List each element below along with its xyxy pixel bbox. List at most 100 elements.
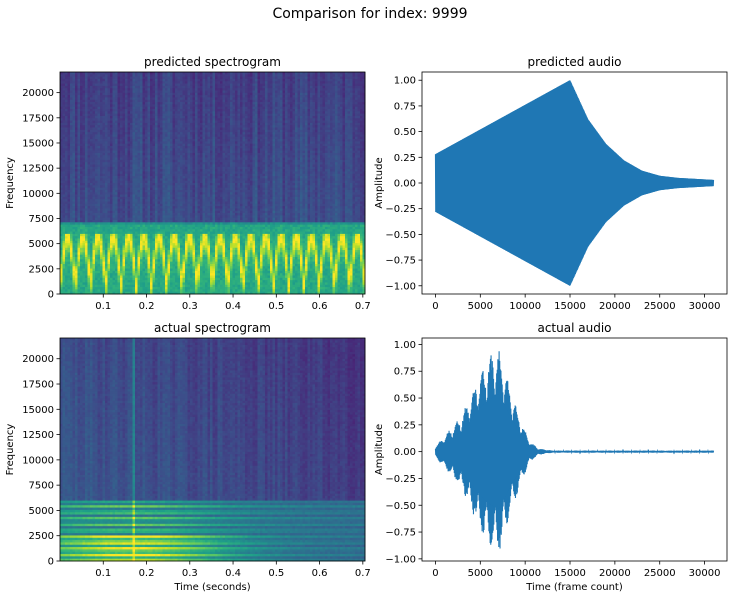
spectrogram-cell: [170, 146, 173, 149]
spectrogram-cell: [72, 148, 76, 152]
spectrogram-cell: [82, 222, 86, 226]
spectrogram-cell: [62, 97, 66, 101]
spectrogram-cell: [155, 122, 158, 126]
spectrogram-cell: [112, 240, 116, 244]
spectrogram-cell: [180, 81, 183, 84]
spectrogram-cell: [125, 240, 128, 244]
spectrogram-cell: [80, 104, 83, 108]
spectrogram-cell: [127, 287, 131, 290]
spectrogram-cell: [162, 113, 166, 117]
spectrogram-cell: [122, 159, 126, 163]
spectrogram-cell: [130, 134, 133, 138]
spectrogram-cell: [152, 111, 156, 115]
spectrogram-cell: [65, 111, 68, 115]
spectrogram-cell: [140, 171, 143, 175]
spectrogram-cell: [122, 240, 126, 244]
spectrogram-cell: [75, 85, 78, 89]
spectrogram-cell: [72, 178, 76, 182]
spectrogram-cell: [105, 233, 108, 237]
spectrogram-cell: [160, 291, 163, 295]
spectrogram-cell: [65, 115, 68, 119]
spectrogram-cell: [170, 139, 173, 142]
spectrogram-cell: [157, 268, 161, 272]
spectrogram-cell: [90, 102, 93, 105]
spectrogram-cell: [110, 127, 113, 131]
spectrogram-cell: [155, 127, 158, 131]
spectrogram-cell: [117, 97, 121, 101]
spectrogram-cell: [150, 259, 153, 263]
spectrogram-cell: [65, 194, 68, 198]
spectrogram-cell: [100, 183, 103, 186]
spectrogram-cell: [97, 282, 101, 286]
spectrogram-cell: [125, 187, 128, 191]
spectrogram-cell: [82, 266, 86, 269]
spectrogram-cell: [175, 259, 178, 263]
spectrogram-cell: [80, 150, 83, 154]
spectrogram-cell: [117, 217, 121, 221]
spectrogram-cell: [152, 263, 156, 267]
spectrogram-cell: [77, 183, 81, 186]
spectrogram-cell: [60, 229, 63, 232]
spectrogram-cell: [67, 74, 71, 78]
spectrogram-cell: [160, 76, 163, 80]
spectrogram-cell: [75, 90, 78, 94]
spectrogram-cell: [157, 132, 161, 135]
spectrogram-cell: [167, 254, 171, 258]
spectrogram-cell: [132, 192, 136, 195]
spectrogram-cell: [62, 189, 66, 193]
spectrogram-cell: [162, 222, 166, 226]
spectrogram-cell: [147, 245, 151, 249]
spectrogram-cell: [187, 139, 191, 142]
spectrogram-cell: [97, 203, 101, 207]
spectrogram-cell: [155, 226, 158, 230]
spectrogram-cell: [67, 141, 71, 145]
spectrogram-cell: [60, 118, 63, 121]
spectrogram-cell: [157, 81, 161, 84]
spectrogram-cell: [105, 99, 108, 103]
spectrogram-cell: [122, 226, 126, 230]
spectrogram-cell: [110, 88, 113, 91]
spectrogram-cell: [142, 162, 146, 165]
spectrogram-cell: [175, 173, 178, 177]
spectrogram-cell: [87, 201, 91, 205]
spectrogram-cell: [137, 233, 141, 237]
spectrogram-cell: [77, 171, 81, 175]
spectrogram-cell: [175, 159, 178, 163]
spectrogram-cell: [167, 99, 171, 103]
spectrogram-cell: [172, 81, 176, 84]
spectrogram-cell: [77, 243, 81, 246]
spectrogram-cell: [127, 120, 131, 124]
spectrogram-cell: [122, 222, 126, 226]
spectrogram-cell: [122, 215, 126, 219]
spectrogram-cell: [155, 132, 158, 135]
spectrogram-cell: [127, 85, 131, 89]
spectrogram-cell: [182, 187, 186, 191]
spectrogram-cell: [97, 129, 101, 133]
spectrogram-cell: [85, 180, 88, 184]
spectrogram-cell: [77, 139, 81, 142]
spectrogram-cell: [60, 185, 63, 189]
spectrogram-cell: [70, 118, 73, 121]
spectrogram-cell: [182, 199, 186, 202]
spectrogram-cell: [187, 210, 191, 214]
spectrogram-cell: [127, 150, 131, 154]
spectrogram-cell: [180, 252, 183, 256]
spectrogram-cell: [135, 268, 138, 272]
spectrogram-cell: [67, 208, 71, 212]
spectrogram-cell: [100, 97, 103, 101]
spectrogram-cell: [87, 291, 91, 295]
spectrogram-cell: [72, 97, 76, 101]
spectrogram-cell: [90, 139, 93, 142]
spectrogram-cell: [65, 72, 68, 75]
spectrogram-cell: [97, 183, 101, 186]
spectrogram-cell: [142, 152, 146, 156]
spectrogram-cell: [162, 226, 166, 230]
spectrogram-cell: [140, 159, 143, 163]
spectrogram-cell: [127, 185, 131, 189]
spectrogram-cell: [185, 155, 188, 158]
spectrogram-cell: [147, 199, 151, 202]
spectrogram-cell: [170, 185, 173, 189]
spectrogram-cell: [170, 171, 173, 175]
spectrogram-cell: [112, 109, 116, 112]
spectrogram-cell: [110, 208, 113, 212]
